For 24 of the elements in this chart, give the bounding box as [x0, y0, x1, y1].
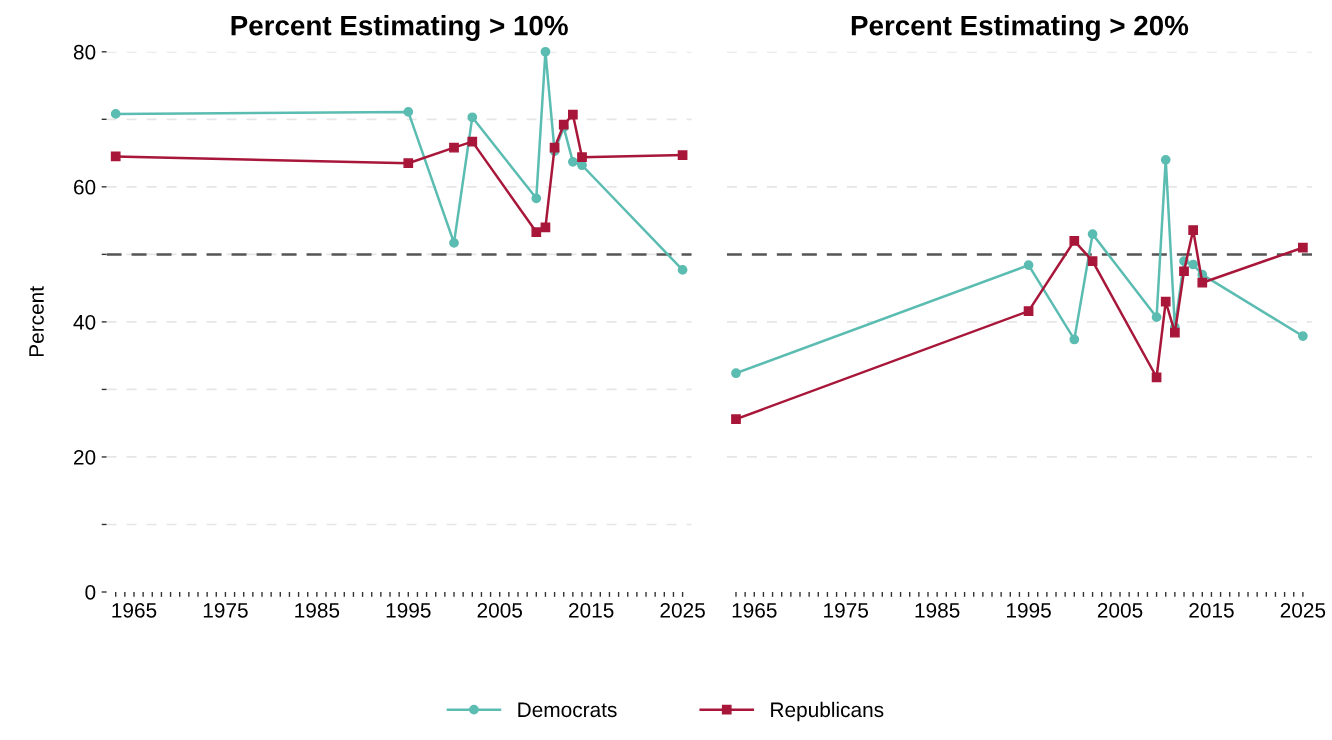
x-tick-label: 1985 [295, 602, 340, 618]
chart-title: Percent Estimating > 20% [851, 15, 1189, 42]
chart-title: Percent Estimating > 10% [231, 15, 568, 42]
x-tick-label: 1965 [732, 602, 777, 618]
legend-label: Republicans [771, 701, 884, 722]
x-tick-label: 1985 [915, 602, 960, 618]
y-tick-label: 40 [73, 314, 96, 330]
x-tick-label: 2025 [660, 602, 705, 618]
x-tick-label: 1995 [1006, 602, 1051, 618]
legend-label: Democrats [518, 702, 617, 718]
x-tick-label: 1975 [824, 602, 869, 618]
x-tick-label: 1975 [203, 602, 248, 618]
x-tick-label: 2025 [1280, 602, 1326, 618]
x-tick-label: 2005 [1097, 602, 1143, 618]
y-tick-label: 20 [74, 449, 96, 465]
y-tick-label: 0 [85, 585, 96, 600]
x-tick-label: 2005 [477, 602, 523, 618]
y-tick-label: 80 [73, 44, 96, 60]
x-tick-label: 1965 [112, 602, 157, 618]
x-tick-label: 2015 [1189, 602, 1234, 618]
y-axis-title: Percent [29, 286, 44, 357]
x-tick-label: 1995 [386, 602, 431, 618]
y-tick-label: 60 [74, 179, 96, 195]
x-tick-label: 2015 [569, 602, 614, 618]
